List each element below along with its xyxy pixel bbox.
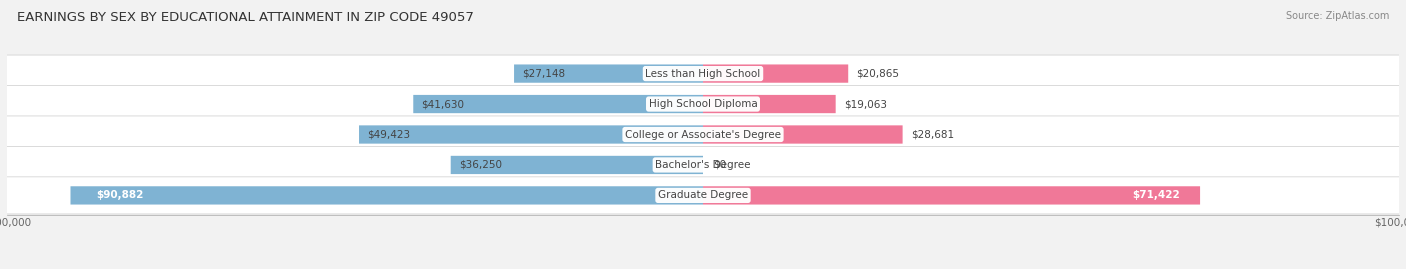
FancyBboxPatch shape <box>0 86 1406 123</box>
Text: $28,681: $28,681 <box>911 129 955 140</box>
Text: $20,865: $20,865 <box>856 69 900 79</box>
FancyBboxPatch shape <box>413 95 703 113</box>
FancyBboxPatch shape <box>703 125 903 144</box>
FancyBboxPatch shape <box>0 55 1406 92</box>
Text: Graduate Degree: Graduate Degree <box>658 190 748 200</box>
Text: Less than High School: Less than High School <box>645 69 761 79</box>
FancyBboxPatch shape <box>0 146 1406 183</box>
Text: $49,423: $49,423 <box>367 129 411 140</box>
FancyBboxPatch shape <box>703 95 835 113</box>
Text: $36,250: $36,250 <box>460 160 502 170</box>
Text: $41,630: $41,630 <box>422 99 464 109</box>
FancyBboxPatch shape <box>703 186 1201 204</box>
FancyBboxPatch shape <box>359 125 703 144</box>
FancyBboxPatch shape <box>0 177 1406 214</box>
FancyBboxPatch shape <box>451 156 703 174</box>
Text: Bachelor's Degree: Bachelor's Degree <box>655 160 751 170</box>
FancyBboxPatch shape <box>70 186 703 204</box>
Text: $0: $0 <box>713 160 727 170</box>
Text: $27,148: $27,148 <box>523 69 565 79</box>
Text: $90,882: $90,882 <box>96 190 143 200</box>
FancyBboxPatch shape <box>703 65 848 83</box>
Text: EARNINGS BY SEX BY EDUCATIONAL ATTAINMENT IN ZIP CODE 49057: EARNINGS BY SEX BY EDUCATIONAL ATTAINMEN… <box>17 11 474 24</box>
Text: $19,063: $19,063 <box>844 99 887 109</box>
Text: High School Diploma: High School Diploma <box>648 99 758 109</box>
FancyBboxPatch shape <box>515 65 703 83</box>
FancyBboxPatch shape <box>0 116 1406 153</box>
Text: $71,422: $71,422 <box>1132 190 1180 200</box>
Text: Source: ZipAtlas.com: Source: ZipAtlas.com <box>1285 11 1389 21</box>
Text: College or Associate's Degree: College or Associate's Degree <box>626 129 780 140</box>
